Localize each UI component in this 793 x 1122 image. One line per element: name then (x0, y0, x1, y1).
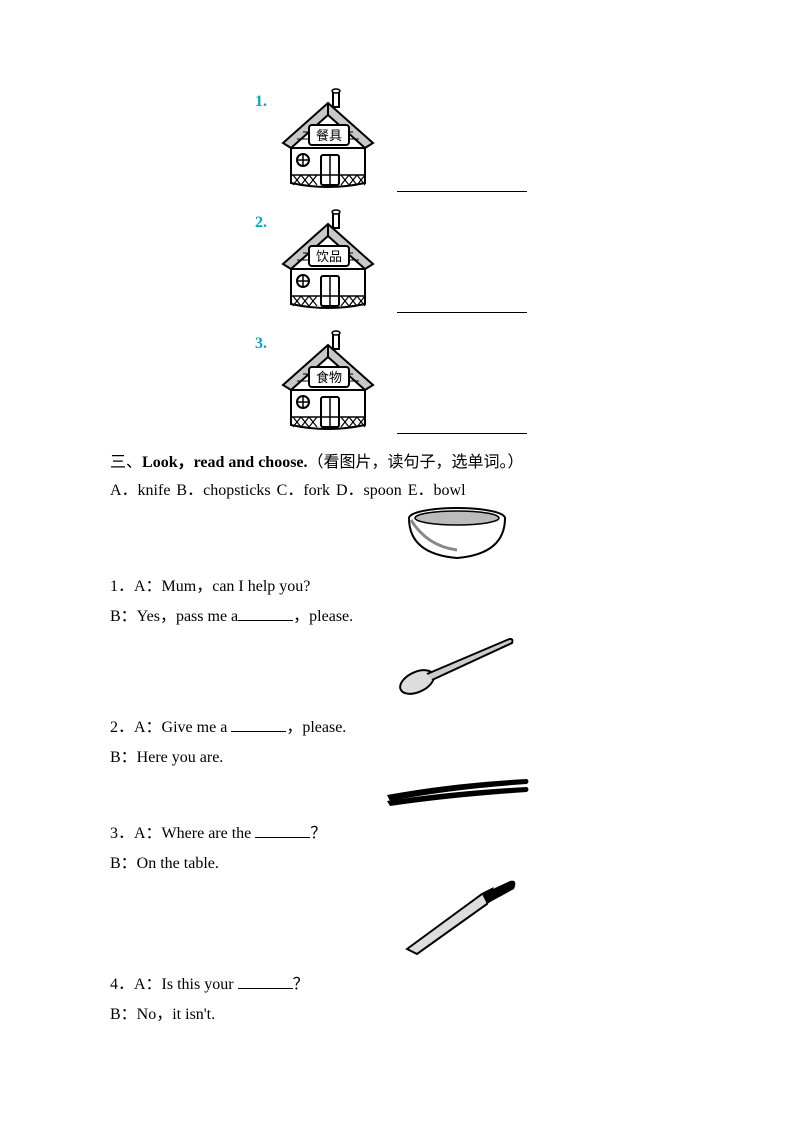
q3-a-pre: 3．A：Where are the (110, 825, 255, 842)
house-row: 3. 食物 (255, 327, 683, 442)
q2-a-pre: 2．A：Give me a (110, 719, 231, 736)
q1-b: B：Yes，pass me a ，please. (110, 602, 683, 626)
question-block-4: 4．A：Is this your ？ B：No，it isn't. (110, 879, 683, 1024)
knife-icon (230, 879, 683, 964)
answer-line[interactable] (397, 191, 527, 192)
question-block-1: 1．A：Mum，can I help you? B：Yes，pass me a ，… (110, 506, 683, 626)
q1-b-pre: B：Yes，pass me a (110, 608, 238, 625)
q4-a-pre: 4．A：Is this your (110, 976, 238, 993)
svg-text:食物: 食物 (316, 370, 342, 385)
section-title-rest: （看图片，读句子，选单词。） (308, 454, 524, 471)
section-title-bold: Look，read and choose. (142, 454, 308, 471)
answer-line[interactable] (397, 433, 527, 434)
house-number: 3. (255, 335, 267, 353)
blank-input[interactable] (231, 731, 286, 732)
house-number: 1. (255, 93, 267, 111)
house-icon: 饮品 (273, 206, 383, 321)
q4-b: B：No，it isn't. (110, 1000, 683, 1024)
q4-a: 4．A：Is this your ？ (110, 970, 683, 994)
house-number: 2. (255, 214, 267, 232)
house-icon: 食物 (273, 327, 383, 442)
q2-b: B：Here you are. (110, 743, 683, 767)
svg-text:饮品: 饮品 (316, 249, 342, 264)
q1-a: 1．A：Mum，can I help you? (110, 572, 683, 596)
section-title: 三、Look，read and choose.（看图片，读句子，选单词。） (110, 448, 683, 472)
house-row: 2. 饮品 (255, 206, 683, 321)
q3-a: 3．A：Where are the ？ (110, 819, 683, 843)
q3-b: B：On the table. (110, 849, 683, 873)
blank-input[interactable] (238, 988, 293, 989)
q2-a-post: ，please. (286, 719, 346, 736)
q3-a-post: ？ (310, 825, 326, 842)
answer-line[interactable] (397, 312, 527, 313)
worksheet-page: 1. 餐具 (0, 0, 793, 1122)
spoon-icon (230, 632, 683, 707)
bowl-icon (230, 506, 683, 566)
question-block-3: 3．A：Where are the ？ B：On the table. (110, 773, 683, 873)
q4-a-post: ？ (293, 976, 309, 993)
q2-a: 2．A：Give me a ，please. (110, 713, 683, 737)
chopsticks-icon (230, 773, 683, 813)
house-icon: 餐具 (273, 85, 383, 200)
svg-text:餐具: 餐具 (316, 128, 342, 143)
blank-input[interactable] (238, 620, 293, 621)
houses-section: 1. 餐具 (110, 85, 683, 442)
section-prefix: 三、 (110, 454, 142, 471)
blank-input[interactable] (255, 837, 310, 838)
house-row: 1. 餐具 (255, 85, 683, 200)
q1-b-post: ，please. (293, 608, 353, 625)
question-block-2: 2．A：Give me a ，please. B：Here you are. (110, 632, 683, 767)
choices-line: A．knife B．chopsticks C．fork D．spoon E．bo… (110, 476, 683, 500)
